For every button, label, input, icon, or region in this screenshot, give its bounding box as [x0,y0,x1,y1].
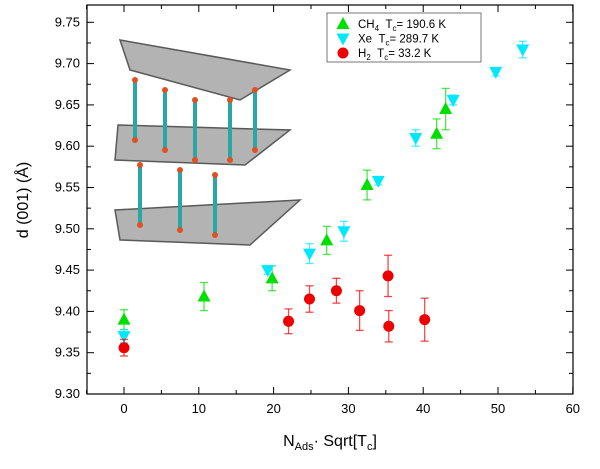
data-point-triangle-down [516,44,530,57]
y-tick-label: 9.35 [55,345,80,360]
oxygen-atom [137,162,143,168]
data-point-triangle-down [117,331,131,344]
data-point-triangle-up [197,289,211,302]
data-point-circle [330,285,342,297]
data-point-triangle-down [337,226,351,239]
data-point-circle [118,342,130,354]
graphene-sheet [118,39,293,101]
oxygen-atom [192,157,198,163]
y-tick-label: 9.70 [55,56,80,71]
legend-text: T [379,19,392,31]
oxygen-atom [177,167,183,173]
y-tick-label: 9.75 [55,14,80,29]
x-tick-label: 30 [341,401,355,416]
oxygen-atom [137,222,143,228]
plot-frame [86,4,574,395]
data-point-triangle-up [360,178,374,191]
x-tick-label: 40 [416,401,430,416]
legend-label: CH4 Tc= 190.6 K [358,19,446,33]
legend-text: H [358,48,366,60]
oxygen-atom [162,147,168,153]
legend-marker [336,17,350,29]
legend-label: H2 Tc= 33.2 K [358,48,432,62]
legend-marker [337,47,349,59]
data-point-triangle-down [409,132,423,145]
data-point-circle [354,305,366,317]
y-axis-label: d (001) (Å) [13,162,32,238]
oxygen-atom [252,87,258,93]
x-tick-label: 50 [491,401,505,416]
oxygen-atom [227,157,233,163]
y-tick-label: 9.65 [55,97,80,112]
x-tick-label: 60 [566,401,580,416]
legend-text: CH [358,19,375,31]
data-point-triangle-up [265,271,279,284]
legend-text: T [372,34,385,46]
data-point-triangle-up [117,312,131,325]
y-tick-label: 9.40 [55,303,80,318]
legend-label: Xe Tc= 289.7 K [358,34,439,48]
legend-text: = 190.6 K [397,19,447,31]
data-point-circle [304,293,316,305]
data-point-circle [419,314,431,326]
data-point-triangle-down [261,265,275,278]
oxygen-atom [252,147,258,153]
y-tick-label: 9.50 [55,221,80,236]
legend-text: c [386,39,390,48]
oxygen-atom [132,77,138,83]
legend-text: c [384,53,388,62]
x-tick-label: 0 [120,401,127,416]
legend-text: c [393,24,397,33]
legend-text: 2 [366,53,371,62]
graphene-sheet [114,199,303,246]
legend-marker [336,33,350,46]
data-point-triangle-up [439,102,453,115]
legend-text: 4 [375,24,380,33]
data-point-triangle-up [430,126,444,139]
x-tick-label: 10 [192,401,206,416]
data-point-triangle-down [446,94,460,107]
oxygen-atom [192,97,198,103]
oxygen-atom [132,137,138,143]
x-tick-label: 20 [266,401,280,416]
oxygen-atom [212,232,218,238]
data-point-triangle-up [320,233,334,246]
legend-text: = 289.7 K [390,34,440,46]
legend-text: T [371,48,384,60]
x-axis-label: NAds· Sqrt[Tc] [283,433,377,453]
oxygen-atom [177,227,183,233]
graphene-sheet [114,124,293,166]
oxygen-atom [212,172,218,178]
y-tick-label: 9.60 [55,138,80,153]
oxygen-atom [162,87,168,93]
data-point-circle [382,270,394,282]
data-point-triangle-down [489,66,503,79]
data-point-circle [283,315,295,327]
data-point-triangle-down [303,248,317,261]
molecular-structure-inset [114,39,303,246]
data-point-circle [383,320,395,332]
y-tick-label: 9.45 [55,262,80,277]
legend-text: Xe [358,34,372,46]
data-point-triangle-down [371,175,385,188]
oxygen-atom [227,97,233,103]
y-tick-label: 9.55 [55,180,80,195]
legend: CH4 Tc= 190.6 KXe Tc= 289.7 KH2 Tc= 33.2… [326,12,482,63]
legend-text: = 33.2 K [388,48,431,60]
y-tick-label: 9.30 [55,386,80,401]
